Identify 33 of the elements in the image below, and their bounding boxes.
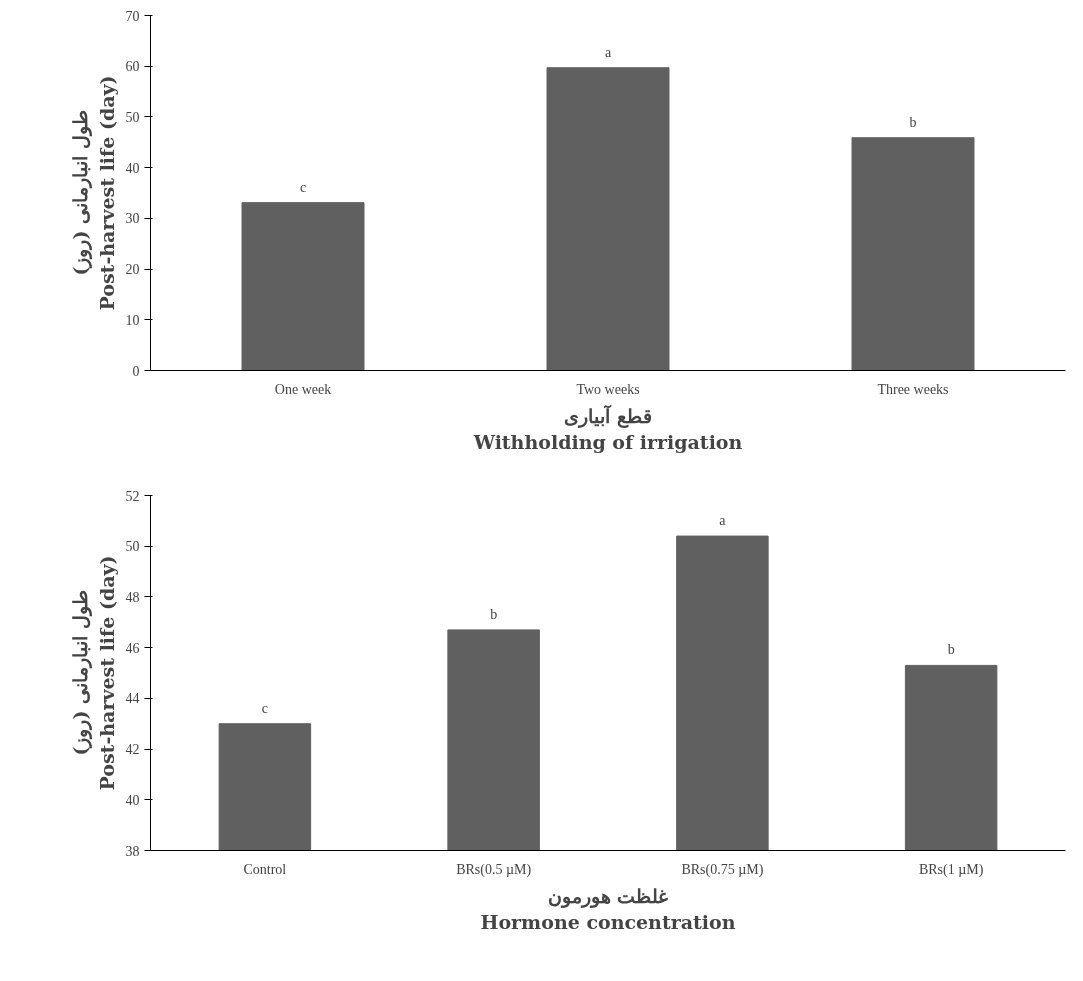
annotation: a [719,513,727,529]
x-tick-label: Two weeks [576,381,640,397]
y-tick-label: 44 [125,691,140,707]
y-tick-label: 70 [125,8,140,24]
y-tick-label: 10 [125,312,140,328]
annotation: b [909,114,917,130]
y-tick-label: 46 [125,640,140,656]
y-tick-label: 40 [125,160,140,176]
y-tick-label: 40 [125,792,140,808]
y-tick-label: 0 [132,363,140,379]
x-tick-label: BRs(0.75 µM) [681,861,764,878]
x-tick-label: BRs(1 µM) [918,861,984,878]
annotation: c [299,179,307,195]
x-tick-label: Control [243,861,287,877]
y-tick-label: 60 [125,59,140,75]
y-tick-label: 30 [125,211,140,227]
y-tick-label: 50 [125,539,140,555]
y-tick-label: 50 [125,109,140,125]
x-tick-label: Three weeks [877,381,949,397]
bar [546,67,670,371]
bar [851,137,975,371]
bar [241,202,365,371]
y-tick-label: 20 [125,262,140,278]
annotation: b [490,606,498,622]
y-tick-label: 38 [125,843,140,859]
y-tick-label: 52 [125,488,140,504]
annotation: b [947,642,955,658]
x-tick-label: BRs(0.5 µM) [456,861,532,878]
annotation: c [261,700,268,716]
x-tick-label: One week [274,381,332,397]
y-tick-label: 42 [125,742,140,758]
y-tick-label: 48 [125,589,140,605]
annotation: a [604,44,612,60]
